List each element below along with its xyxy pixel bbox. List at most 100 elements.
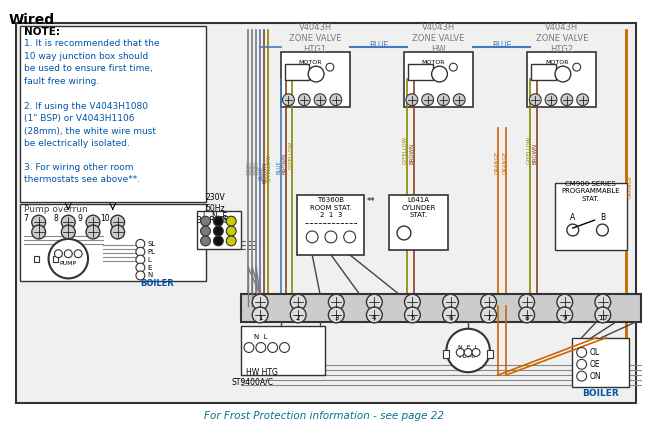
Circle shape <box>226 236 236 246</box>
Text: V4043H
ZONE VALVE
HTG1: V4043H ZONE VALVE HTG1 <box>289 23 342 54</box>
Circle shape <box>64 250 72 258</box>
Text: N  L: N L <box>254 334 268 340</box>
Circle shape <box>325 231 337 243</box>
Text: PUMP: PUMP <box>60 261 77 266</box>
Circle shape <box>256 343 266 352</box>
Text: HW HTG: HW HTG <box>246 368 278 377</box>
Bar <box>281 52 349 107</box>
Text: 6: 6 <box>448 315 453 321</box>
Circle shape <box>557 294 573 310</box>
Circle shape <box>291 307 306 323</box>
Circle shape <box>214 226 223 236</box>
Text: MOTOR: MOTOR <box>545 60 569 65</box>
Text: ORANGE: ORANGE <box>503 151 508 174</box>
Text: 3. For wiring other room
thermostats see above**.: 3. For wiring other room thermostats see… <box>24 163 140 184</box>
Text: 4: 4 <box>372 315 377 321</box>
Text: GREY: GREY <box>247 160 252 175</box>
Circle shape <box>32 215 45 229</box>
Text: BROWN: BROWN <box>532 143 538 164</box>
Circle shape <box>456 349 464 357</box>
Text: 5: 5 <box>410 315 415 321</box>
Circle shape <box>555 66 571 82</box>
Text: ON: ON <box>589 372 601 381</box>
Bar <box>285 64 309 80</box>
Text: G/YELLOW: G/YELLOW <box>402 135 408 164</box>
Circle shape <box>464 349 472 357</box>
Text: OE: OE <box>589 360 600 369</box>
Circle shape <box>567 224 578 236</box>
Text: ORANGE: ORANGE <box>628 175 633 198</box>
Text: 9: 9 <box>78 214 83 223</box>
Circle shape <box>306 231 318 243</box>
Circle shape <box>330 94 342 106</box>
Circle shape <box>252 307 268 323</box>
Bar <box>572 338 629 387</box>
Bar <box>487 351 493 358</box>
Circle shape <box>136 239 145 248</box>
Circle shape <box>437 94 450 106</box>
Text: L641A
CYLINDER
STAT.: L641A CYLINDER STAT. <box>402 197 436 219</box>
Text: 8: 8 <box>53 214 58 223</box>
Text: ST9400A/C: ST9400A/C <box>231 377 273 386</box>
Circle shape <box>446 329 490 372</box>
Circle shape <box>111 225 125 239</box>
Circle shape <box>54 250 62 258</box>
Bar <box>34 256 39 262</box>
Bar <box>443 351 450 358</box>
Text: PL: PL <box>148 249 155 255</box>
Text: PUMP: PUMP <box>459 353 478 360</box>
Circle shape <box>226 216 236 226</box>
Text: BOILER: BOILER <box>140 279 174 288</box>
Circle shape <box>595 307 611 323</box>
Text: OL: OL <box>589 348 600 357</box>
Text: A: A <box>570 213 575 222</box>
Text: For Frost Protection information - see page 22: For Frost Protection information - see p… <box>204 411 444 421</box>
Text: BLUE: BLUE <box>369 41 389 51</box>
Circle shape <box>432 66 447 82</box>
Circle shape <box>61 225 75 239</box>
Bar <box>241 294 641 322</box>
Text: 7: 7 <box>487 315 491 321</box>
Text: V4043H
ZONE VALVE
HW: V4043H ZONE VALVE HW <box>412 23 465 54</box>
Circle shape <box>450 63 457 71</box>
Circle shape <box>326 63 334 71</box>
Text: MOTOR: MOTOR <box>298 60 322 65</box>
Text: BLUE: BLUE <box>276 160 281 174</box>
Circle shape <box>111 215 125 229</box>
Bar <box>531 64 556 80</box>
Circle shape <box>201 216 210 226</box>
Text: C: C <box>402 230 406 236</box>
Text: BROWN: BROWN <box>410 143 414 164</box>
Text: L: L <box>148 257 151 262</box>
Text: Pump overrun: Pump overrun <box>24 206 87 214</box>
Circle shape <box>86 215 100 229</box>
Bar <box>241 326 325 375</box>
Circle shape <box>61 215 75 229</box>
Text: 2: 2 <box>296 315 300 321</box>
Circle shape <box>314 94 326 106</box>
Text: B: B <box>600 213 605 222</box>
Circle shape <box>443 294 459 310</box>
Circle shape <box>404 307 421 323</box>
Circle shape <box>576 347 587 357</box>
Circle shape <box>32 225 45 239</box>
Circle shape <box>136 271 145 280</box>
Text: GREY: GREY <box>254 160 259 175</box>
Circle shape <box>576 94 589 106</box>
Circle shape <box>252 294 268 310</box>
Circle shape <box>454 94 465 106</box>
Text: GREY: GREY <box>250 160 256 175</box>
Text: 7: 7 <box>23 214 28 223</box>
Text: BROWN: BROWN <box>262 162 267 184</box>
Circle shape <box>226 226 236 236</box>
Circle shape <box>557 307 573 323</box>
Circle shape <box>397 226 411 240</box>
Text: BLUE: BLUE <box>258 166 263 180</box>
Circle shape <box>366 294 382 310</box>
Text: N: N <box>148 273 153 279</box>
Circle shape <box>366 307 382 323</box>
Text: BLUE: BLUE <box>492 41 511 51</box>
Bar <box>20 26 206 203</box>
Circle shape <box>595 294 611 310</box>
Text: G/YELLOW: G/YELLOW <box>266 154 271 182</box>
